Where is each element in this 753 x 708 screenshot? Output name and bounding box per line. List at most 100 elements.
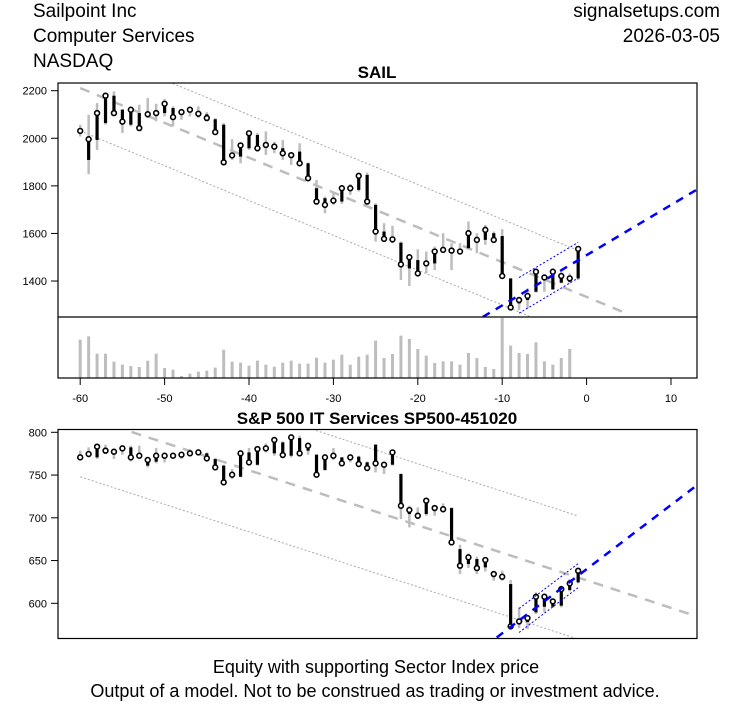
candle: [237, 142, 244, 164]
close-marker: [507, 304, 514, 311]
close-marker: [144, 111, 151, 118]
candle: [228, 469, 236, 480]
close-marker: [228, 471, 236, 478]
trend-upper-band: [311, 429, 579, 517]
bottom-plot-frame: [57, 428, 698, 640]
close-marker: [439, 506, 447, 513]
candle: [203, 452, 211, 462]
y-tick-label: 800: [29, 427, 47, 439]
trend-upper-band: [170, 83, 579, 252]
candle: [136, 445, 143, 459]
signal-lower-band: [518, 277, 579, 314]
candle: [524, 614, 531, 630]
candle: [549, 598, 557, 609]
candle: [220, 123, 227, 166]
candle: [490, 570, 497, 581]
close-marker: [524, 614, 531, 622]
candle: [136, 104, 143, 132]
candle: [507, 580, 514, 630]
close-marker: [465, 554, 472, 561]
close-marker: [499, 272, 506, 280]
candle: [279, 441, 286, 459]
site-name: signalsetups.com: [573, 1, 720, 22]
close-marker: [313, 471, 320, 478]
candle: [566, 273, 573, 284]
close-marker: [271, 436, 278, 444]
candle: [228, 139, 236, 160]
close-marker: [296, 450, 303, 457]
y-tick-label: 2000: [23, 133, 47, 145]
candle: [254, 133, 261, 152]
close-marker: [448, 539, 455, 546]
close-marker: [102, 447, 109, 454]
close-marker: [321, 454, 329, 461]
close-marker: [389, 236, 396, 243]
close-marker: [110, 448, 118, 455]
close-marker: [574, 245, 582, 253]
x-tick-label: -10: [494, 393, 510, 405]
candle: [448, 243, 455, 271]
candle: [338, 185, 346, 204]
candle: [532, 268, 540, 293]
candle: [549, 268, 557, 291]
close-marker: [558, 272, 565, 280]
candle: [397, 473, 405, 520]
close-marker: [389, 449, 396, 456]
close-marker: [355, 460, 362, 468]
equity-price-plot: [76, 83, 697, 317]
candle: [220, 464, 227, 486]
sector-name: Computer Services: [33, 26, 195, 47]
candle: [406, 254, 413, 287]
close-marker: [85, 450, 92, 458]
y-tick-label: 750: [29, 470, 47, 482]
candle: [85, 447, 92, 458]
close-marker: [110, 109, 118, 117]
trend-midline: [120, 429, 697, 618]
close-marker: [414, 270, 421, 277]
candle: [431, 504, 438, 516]
candle: [482, 224, 489, 245]
close-marker: [102, 92, 109, 99]
plot-area: [76, 83, 697, 317]
close-marker: [254, 145, 261, 152]
candle: [397, 241, 405, 281]
close-marker: [363, 464, 371, 472]
trend-lower-band: [80, 130, 533, 317]
y-tick-label: 700: [29, 513, 47, 525]
candle: [499, 229, 506, 280]
close-marker: [304, 442, 312, 449]
candle: [541, 274, 548, 292]
candle: [271, 436, 278, 456]
close-marker: [262, 445, 270, 452]
close-marker: [397, 261, 405, 268]
candle: [473, 556, 481, 575]
x-tick-label: -40: [241, 393, 257, 405]
candle: [279, 139, 286, 160]
close-marker: [574, 567, 582, 575]
close-marker: [515, 618, 523, 625]
candle: [119, 109, 126, 134]
footer-caption: Equity with supporting Sector Index pric…: [213, 657, 539, 677]
y-tick-label: 1400: [23, 276, 47, 288]
candle: [288, 434, 295, 458]
candle: [110, 448, 118, 460]
top-chart-title: SAIL: [358, 63, 397, 82]
close-marker: [169, 452, 177, 459]
close-marker: [76, 454, 84, 461]
candle: [304, 162, 312, 182]
candle: [93, 103, 101, 150]
close-marker: [473, 564, 481, 572]
candle: [330, 448, 337, 461]
close-marker: [532, 268, 540, 275]
candle: [414, 507, 421, 520]
candle: [127, 445, 135, 462]
x-tick-label: -60: [72, 393, 88, 405]
close-marker: [85, 136, 92, 143]
candle: [313, 454, 320, 478]
candle: [169, 106, 177, 127]
candle: [330, 193, 337, 205]
signal-upper-band: [518, 563, 579, 609]
close-marker: [76, 127, 84, 135]
close-marker: [296, 160, 303, 167]
close-marker: [549, 598, 557, 605]
